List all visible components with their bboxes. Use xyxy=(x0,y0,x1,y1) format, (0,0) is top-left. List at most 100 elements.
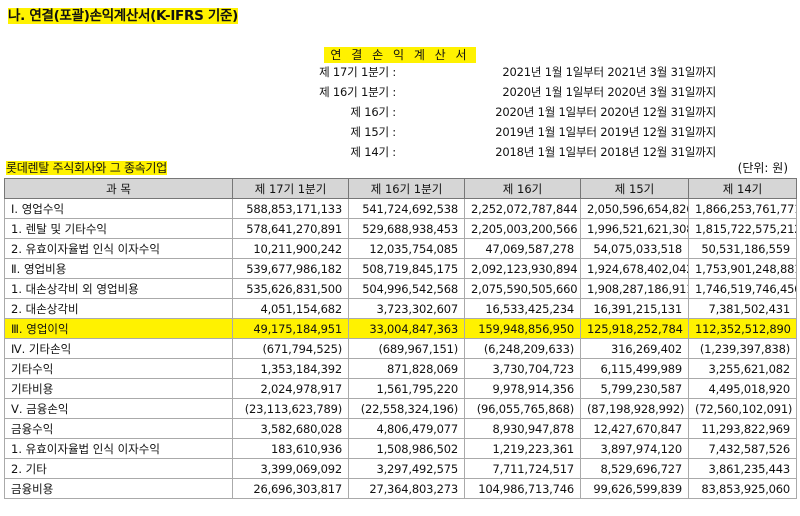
amount-cell: 2,024,978,917 xyxy=(232,378,349,399)
account-label: Ⅳ. 기타손익 xyxy=(4,338,233,359)
amount-cell: 4,051,154,682 xyxy=(232,298,349,319)
amount-cell: 7,381,502,431 xyxy=(688,298,797,319)
account-label: 1. 대손상각비 외 영업비용 xyxy=(4,278,233,299)
table-row: 금융비용 26,696,303,817 27,364,803,273 104,986,… xyxy=(4,478,797,499)
column-header-account: 과 목 xyxy=(4,178,233,199)
amount-cell: 588,853,171,133 xyxy=(232,198,349,219)
amount-cell: 3,730,704,723 xyxy=(464,358,581,379)
table-row: Ⅰ. 영업수익 588,853,171,133 541,724,692,538 2,2… xyxy=(4,198,797,219)
amount-cell: 539,677,986,182 xyxy=(232,258,349,279)
amount-cell: 50,531,186,559 xyxy=(688,238,797,259)
unit-label: (단위: 원) xyxy=(737,161,788,175)
amount-cell: 2,075,590,505,660 xyxy=(464,278,581,299)
amount-cell: 508,719,845,175 xyxy=(348,258,465,279)
table-row: 2. 유효이자율법 인식 이자수익 10,211,900,242 12,035,75… xyxy=(4,238,797,259)
amount-cell: 3,582,680,028 xyxy=(232,418,349,439)
table-row: 1. 렌탈 및 기타수익 578,641,270,891 529,688,938,4… xyxy=(4,218,797,239)
amount-cell: 1,561,795,220 xyxy=(348,378,465,399)
amount-cell: 8,529,696,727 xyxy=(580,458,689,479)
amount-cell: 125,918,252,784 xyxy=(580,318,689,339)
account-label: 1. 유효이자율법 인식 이자수익 xyxy=(4,438,233,459)
amount-cell: 871,828,069 xyxy=(348,358,465,379)
amount-cell: 1,219,223,361 xyxy=(464,438,581,459)
amount-cell: 99,626,599,839 xyxy=(580,478,689,499)
period-label: 제 14기 : xyxy=(350,145,396,159)
column-header-q1-17: 제 17기 1분기 xyxy=(232,178,349,199)
account-label: 금융비용 xyxy=(4,478,233,499)
account-label: 기타비용 xyxy=(4,378,233,399)
amount-cell: 12,035,754,085 xyxy=(348,238,465,259)
table-row: Ⅱ. 영업비용 539,677,986,182 508,719,845,175 2,0… xyxy=(4,258,797,279)
amount-cell: 578,641,270,891 xyxy=(232,218,349,239)
amount-cell: 1,753,901,248,881 xyxy=(688,258,797,279)
period-label: 제 17기 1분기 : xyxy=(319,65,396,79)
period-label: 제 15기 : xyxy=(350,125,396,139)
amount-cell: (1,239,397,838) xyxy=(688,338,797,359)
account-label: 1. 렌탈 및 기타수익 xyxy=(4,218,233,239)
amount-cell: 3,861,235,443 xyxy=(688,458,797,479)
account-label: Ⅱ. 영업비용 xyxy=(4,258,233,279)
account-label: 2. 유효이자율법 인식 이자수익 xyxy=(4,238,233,259)
table-row: Ⅳ. 기타손익 (671,794,525) (689,967,151) (6,248,… xyxy=(4,338,797,359)
amount-cell: 27,364,803,273 xyxy=(348,478,465,499)
account-label: 금융수익 xyxy=(4,418,233,439)
account-label: Ⅰ. 영업수익 xyxy=(4,198,233,219)
amount-cell: 11,293,822,969 xyxy=(688,418,797,439)
table-header-row: 과 목 제 17기 1분기 제 16기 1분기 제 16기 제 15기 제 14… xyxy=(4,178,797,199)
amount-cell: 2,050,596,654,826 xyxy=(580,198,689,219)
period-range: 2021년 1월 1일부터 2021년 3월 31일까지 xyxy=(502,65,716,79)
amount-cell: 6,115,499,989 xyxy=(580,358,689,379)
amount-cell: 2,252,072,787,844 xyxy=(464,198,581,219)
amount-cell: 1,908,287,186,911 xyxy=(580,278,689,299)
amount-cell: 104,986,713,746 xyxy=(464,478,581,499)
amount-cell: 16,533,425,234 xyxy=(464,298,581,319)
table-row: 2. 대손상각비 4,051,154,682 3,723,302,607 16,533… xyxy=(4,298,797,319)
section-title: 나. 연결(포괄)손익계산서(K-IFRS 기준) xyxy=(8,8,239,24)
table-row: 2. 기타 3,399,069,092 3,297,492,575 7,711,724… xyxy=(4,458,797,479)
period-range: 2020년 1월 1일부터 2020년 3월 31일까지 xyxy=(502,85,716,99)
amount-cell: 183,610,936 xyxy=(232,438,349,459)
table-row: Ⅲ. 영업이익 49,175,184,951 33,004,847,363 159,9… xyxy=(4,318,797,339)
amount-cell: 2,092,123,930,894 xyxy=(464,258,581,279)
amount-cell: (23,113,623,789) xyxy=(232,398,349,419)
amount-cell: (87,198,928,992) xyxy=(580,398,689,419)
amount-cell: 316,269,402 xyxy=(580,338,689,359)
amount-cell: (72,560,102,091) xyxy=(688,398,797,419)
amount-cell: 112,352,512,890 xyxy=(688,318,797,339)
account-label: 2. 기타 xyxy=(4,458,233,479)
amount-cell: 529,688,938,453 xyxy=(348,218,465,239)
company-name: 롯데렌탈 주식회사와 그 종속기업 xyxy=(6,161,167,175)
table-row: 기타비용 2,024,978,917 1,561,795,220 9,978,914,… xyxy=(4,378,797,399)
amount-cell: 1,866,253,761,771 xyxy=(688,198,797,219)
column-header-fy15: 제 15기 xyxy=(580,178,689,199)
amount-cell: 83,853,925,060 xyxy=(688,478,797,499)
amount-cell: 3,897,974,120 xyxy=(580,438,689,459)
amount-cell: 2,205,003,200,566 xyxy=(464,218,581,239)
amount-cell: 10,211,900,242 xyxy=(232,238,349,259)
amount-cell: 47,069,587,278 xyxy=(464,238,581,259)
amount-cell: 4,495,018,920 xyxy=(688,378,797,399)
amount-cell: 504,996,542,568 xyxy=(348,278,465,299)
income-statement-table: 과 목 제 17기 1분기 제 16기 1분기 제 16기 제 15기 제 14… xyxy=(4,178,797,499)
amount-cell: 535,626,831,500 xyxy=(232,278,349,299)
amount-cell: 8,930,947,878 xyxy=(464,418,581,439)
amount-cell: 54,075,033,518 xyxy=(580,238,689,259)
amount-cell: 7,711,724,517 xyxy=(464,458,581,479)
amount-cell: (671,794,525) xyxy=(232,338,349,359)
account-label: Ⅲ. 영업이익 xyxy=(4,318,233,339)
amount-cell: 3,255,621,082 xyxy=(688,358,797,379)
account-label: 2. 대손상각비 xyxy=(4,298,233,319)
amount-cell: 7,432,587,526 xyxy=(688,438,797,459)
amount-cell: (689,967,151) xyxy=(348,338,465,359)
amount-cell: 1,815,722,575,212 xyxy=(688,218,797,239)
table-row: 1. 대손상각비 외 영업비용 535,626,831,500 504,996,54… xyxy=(4,278,797,299)
account-label: Ⅴ. 금융손익 xyxy=(4,398,233,419)
amount-cell: 541,724,692,538 xyxy=(348,198,465,219)
amount-cell: 1,353,184,392 xyxy=(232,358,349,379)
amount-cell: 4,806,479,077 xyxy=(348,418,465,439)
period-label: 제 16기 1분기 : xyxy=(319,85,396,99)
period-range: 2020년 1월 1일부터 2020년 12월 31일까지 xyxy=(495,105,716,119)
column-header-fy14: 제 14기 xyxy=(688,178,797,199)
amount-cell: 16,391,215,131 xyxy=(580,298,689,319)
amount-cell: 49,175,184,951 xyxy=(232,318,349,339)
